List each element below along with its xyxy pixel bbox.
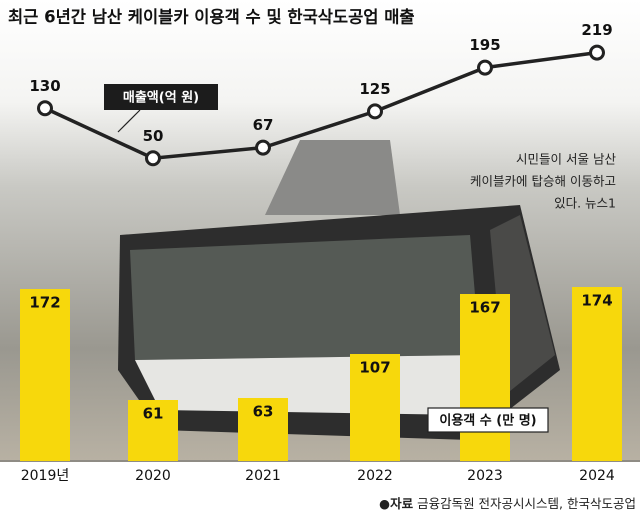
line-marker: [145, 150, 161, 167]
bar: [20, 289, 70, 461]
source: ●자료 금융감독원 전자공시시스템, 한국삭도공업: [379, 496, 636, 511]
legend-box: [104, 84, 218, 110]
line-marker: [367, 103, 383, 120]
x-tick-label: 2022: [357, 468, 393, 484]
x-tick-label: 2020: [135, 468, 171, 484]
legend-line: 매출액(억 원): [104, 84, 218, 133]
legend-label: 매출액(억 원): [123, 90, 199, 106]
legend-pointer: [117, 109, 141, 133]
bar-value-label: 167: [469, 299, 500, 317]
caption-line: 케이블카에 탑승해 이동하고: [470, 174, 616, 189]
line-marker: [589, 44, 605, 61]
line-value-label: 67: [253, 116, 274, 134]
line-value-label: 219: [581, 21, 612, 39]
chart-title: 최근 6년간 남산 케이블카 이용객 수 및 한국삭도공업 매출: [8, 8, 415, 27]
cable-car-illustration: [118, 140, 560, 440]
bar-value-label: 172: [29, 294, 60, 312]
bar: [350, 354, 400, 461]
caption-line: 있다. 뉴스1: [554, 196, 616, 211]
line-marker: [477, 59, 493, 76]
source-label: ●자료: [379, 496, 413, 511]
bar-value-label: 174: [581, 292, 612, 310]
bar: [128, 400, 178, 461]
x-tick-label: 2023: [467, 468, 503, 484]
bar-value-label: 107: [359, 359, 390, 377]
line-marker: [37, 100, 53, 117]
x-tick-label: 2019년: [21, 468, 70, 484]
legend-box: [427, 407, 549, 433]
line: [44, 50, 598, 161]
bar: [460, 294, 510, 461]
bar: [238, 398, 288, 461]
line-value-label: 130: [29, 77, 60, 95]
line-marker: [255, 139, 271, 156]
legend-bar: 이용객 수 (만 명): [427, 407, 549, 433]
line-value-label: 125: [359, 80, 390, 98]
footer-band: [0, 462, 640, 525]
line-value-label: 50: [143, 127, 164, 145]
bar-value-label: 63: [253, 403, 274, 421]
x-tick-label: 2024: [579, 468, 615, 484]
x-tick-label: 2021: [245, 468, 281, 484]
bar: [572, 287, 622, 461]
source-text: 금융감독원 전자공시시스템, 한국삭도공업: [417, 496, 636, 511]
bar-value-label: 61: [143, 405, 164, 423]
legend-label: 이용객 수 (만 명): [439, 413, 536, 429]
caption-line: 시민들이 서울 남산: [516, 152, 616, 167]
line-value-label: 195: [469, 36, 500, 54]
